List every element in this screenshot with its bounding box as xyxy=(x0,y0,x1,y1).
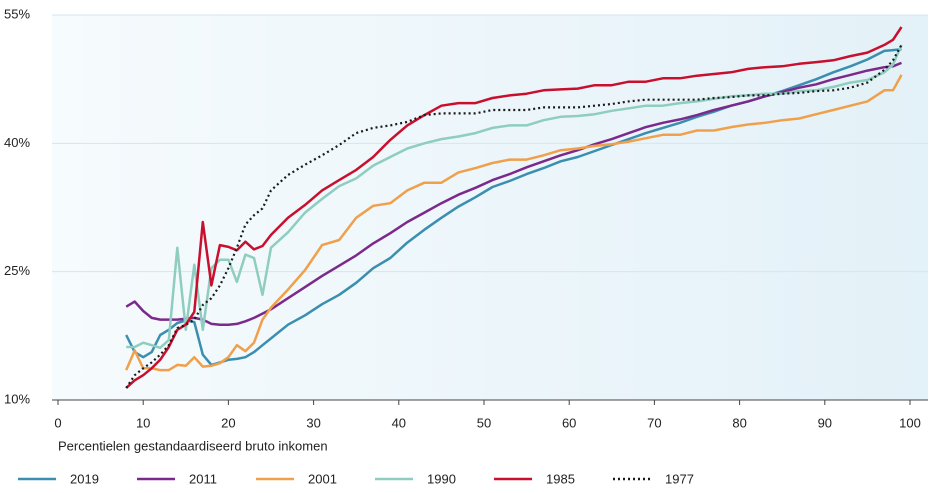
y-tick-label: 40% xyxy=(4,135,30,150)
y-tick-label: 25% xyxy=(4,263,30,278)
y-tick-label: 55% xyxy=(4,6,30,21)
legend-label: 1990 xyxy=(427,471,456,486)
series-line xyxy=(125,44,903,389)
legend-label: 2019 xyxy=(70,471,99,486)
series-line xyxy=(125,74,903,372)
y-tick-label: 10% xyxy=(4,391,30,406)
legend-label: 1977 xyxy=(665,471,694,486)
x-tick-label: 90 xyxy=(818,415,832,430)
x-tick-label: 50 xyxy=(477,415,491,430)
legend-label: 2011 xyxy=(189,471,217,486)
x-tick-label: 70 xyxy=(647,415,661,430)
x-tick-label: 80 xyxy=(732,415,746,430)
series-line xyxy=(125,26,903,389)
x-tick-label: 100 xyxy=(899,415,921,430)
x-tick-label: 40 xyxy=(392,415,406,430)
x-axis-label: Percentielen gestandaardiseerd bruto ink… xyxy=(58,438,328,453)
plot-area xyxy=(52,15,928,400)
legend-label: 2001 xyxy=(308,471,337,486)
x-tick-label: 0 xyxy=(54,415,61,430)
x-tick-label: 30 xyxy=(306,415,320,430)
x-tick-label: 60 xyxy=(562,415,576,430)
series-line xyxy=(126,44,903,350)
x-tick-label: 20 xyxy=(221,415,235,430)
x-tick-label: 10 xyxy=(136,415,150,430)
legend-label: 1985 xyxy=(546,471,575,486)
